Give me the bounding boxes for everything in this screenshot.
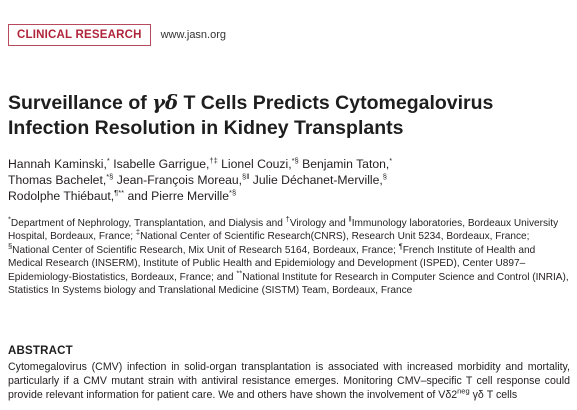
author-affiliation-mark: *§ [291, 155, 299, 165]
title-part: T Cells Predicts Cytomegalovirus [178, 92, 494, 114]
author-affiliation-mark: * [106, 155, 110, 165]
author-affiliation-mark: *§ [229, 187, 237, 197]
author-affiliation-mark: § [382, 171, 387, 181]
title-greek-letters: γδ [152, 91, 179, 114]
article-title: Surveillance of γδ T Cells Predicts Cyto… [8, 90, 568, 141]
abstract-text: Cytomegalovirus (CMV) infection in solid… [8, 361, 570, 401]
author: Julie Déchanet-Merville, [252, 173, 383, 187]
author: Isabelle Garrigue, [113, 157, 210, 171]
title-part: Infection Resolution in Kidney Transplan… [8, 117, 404, 139]
author-affiliation-mark: * [389, 155, 393, 165]
author-affiliation-mark: †‡ [209, 155, 218, 165]
author-list: Hannah Kaminski,* Isabelle Garrigue,†‡ L… [8, 156, 568, 204]
abstract-heading: ABSTRACT [8, 345, 73, 357]
affiliation-text: National Institute for Research in Compu… [8, 271, 569, 297]
author-affiliation-mark: §ǁ [242, 171, 250, 181]
abstract-text: γδ T cells [469, 389, 518, 401]
affiliation-text: Immunology laboratories, Bordeaux Univer… [8, 218, 559, 243]
author: Benjamin Taton, [302, 157, 390, 171]
affiliation-mark: ¶ [398, 241, 403, 251]
author-affiliation-mark: ¶** [114, 187, 125, 197]
affiliation-text: National Center of Scientific Research(C… [140, 231, 530, 243]
author: and Pierre Merville [127, 189, 230, 203]
affiliation-mark: * [8, 214, 11, 224]
affiliation-text: National Center of Scientific Research, … [12, 244, 399, 256]
affiliation-mark: § [8, 241, 13, 251]
author: Jean-François Moreau, [116, 173, 243, 187]
affiliation-mark: ǁ [348, 214, 352, 224]
author: Hannah Kaminski, [8, 157, 107, 171]
affiliation-text: Department of Nephrology, Transplantatio… [10, 218, 286, 229]
abstract-superscript: neg [457, 386, 470, 396]
author: Rodolphe Thiébaut, [8, 189, 115, 203]
author: Thomas Bachelet, [8, 173, 107, 187]
affiliation-text: French Institute of Health and Medical R… [8, 244, 536, 283]
title-part: Surveillance of [8, 92, 153, 114]
affiliation-mark: † [285, 214, 290, 224]
section-badge: CLINICAL RESEARCH [8, 24, 151, 46]
journal-url[interactable]: www.jasn.org [160, 29, 227, 41]
affiliation-text: Virology and [289, 218, 349, 229]
abstract-body: Cytomegalovirus (CMV) infection in solid… [8, 360, 570, 402]
journal-header: CLINICAL RESEARCH www.jasn.org [8, 24, 226, 46]
author: Lionel Couzi, [221, 157, 292, 171]
affiliations: *Department of Nephrology, Transplantati… [8, 214, 572, 297]
author-affiliation-mark: *§ [106, 171, 114, 181]
affiliation-mark: ** [236, 268, 243, 278]
affiliation-mark: ‡ [135, 228, 141, 238]
